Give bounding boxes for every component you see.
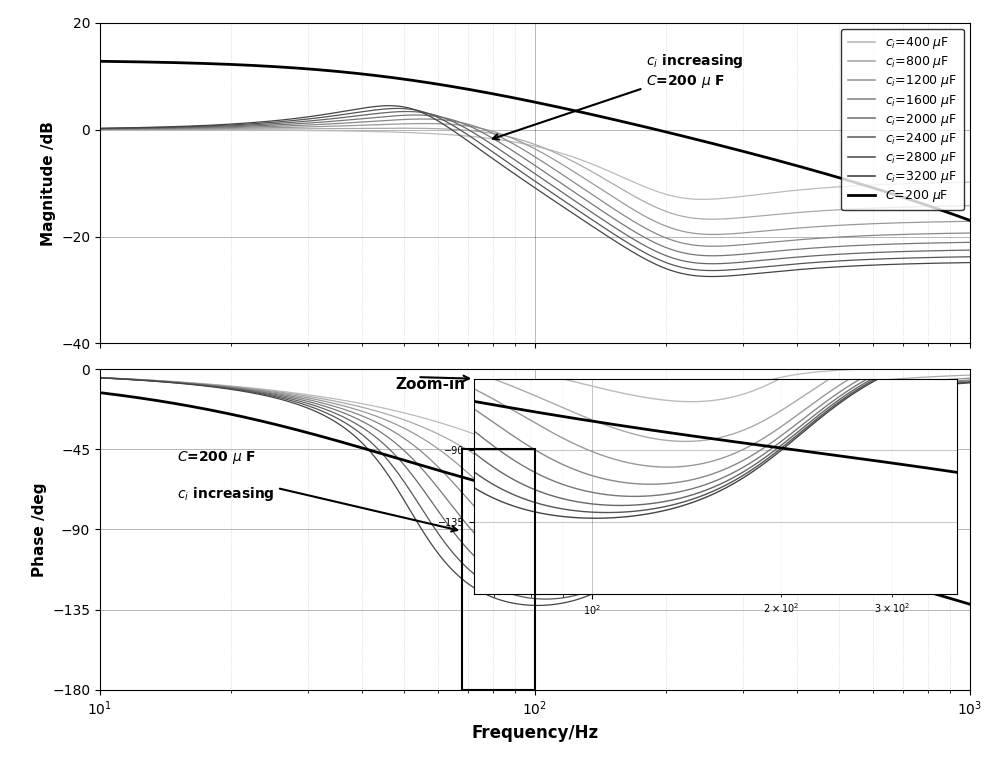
Bar (462, 449, 535, 690)
Text: $c_i$ increasing
$C$=200 $\mu$ F: $c_i$ increasing $C$=200 $\mu$ F (493, 52, 744, 139)
Text: Zoom-in: Zoom-in (396, 377, 466, 392)
Y-axis label: Phase /deg: Phase /deg (32, 482, 47, 577)
Legend: $c_i$=400 $\mu$F, $c_i$=800 $\mu$F, $c_i$=1200 $\mu$F, $c_i$=1600 $\mu$F, $c_i$=: $c_i$=400 $\mu$F, $c_i$=800 $\mu$F, $c_i… (841, 29, 964, 211)
X-axis label: Frequency/Hz: Frequency/Hz (471, 724, 599, 741)
Text: $C$=200 $\mu$ F

$c_i$ increasing: $C$=200 $\mu$ F $c_i$ increasing (177, 449, 457, 531)
Y-axis label: Magnitude /dB: Magnitude /dB (41, 121, 56, 246)
